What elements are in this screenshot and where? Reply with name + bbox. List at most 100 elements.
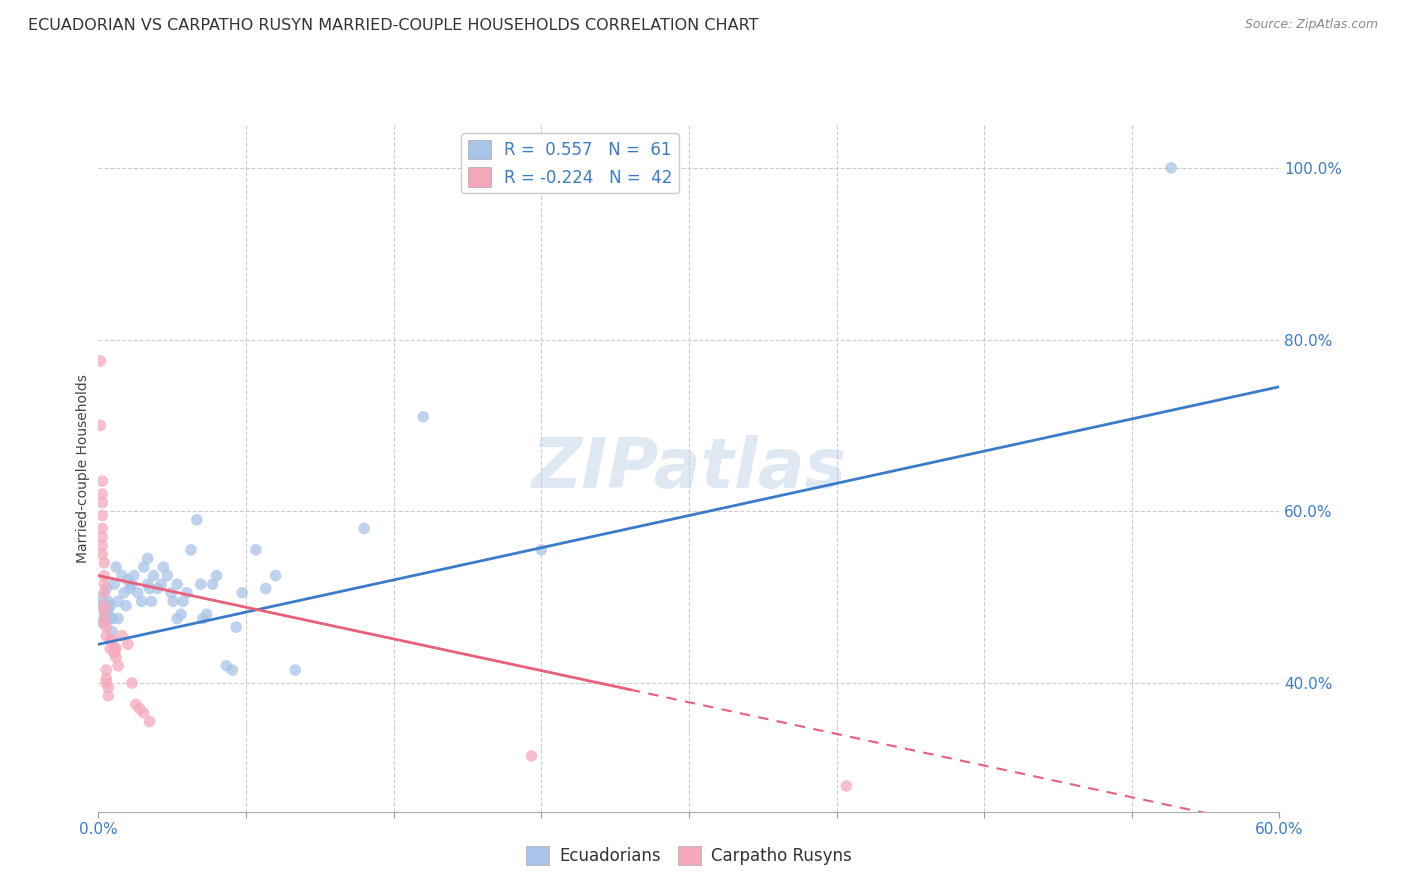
Text: Source: ZipAtlas.com: Source: ZipAtlas.com bbox=[1244, 18, 1378, 31]
Point bbox=[107, 611, 129, 625]
Legend: Ecuadorians, Carpatho Rusyns: Ecuadorians, Carpatho Rusyns bbox=[519, 839, 859, 872]
Point bbox=[215, 658, 238, 673]
Point bbox=[96, 676, 118, 690]
Point bbox=[112, 586, 135, 600]
Point bbox=[530, 542, 553, 557]
Point bbox=[111, 629, 134, 643]
Point bbox=[412, 409, 434, 424]
Point bbox=[132, 560, 155, 574]
Point bbox=[91, 615, 114, 630]
Point bbox=[93, 607, 115, 622]
Point bbox=[96, 629, 118, 643]
Point bbox=[103, 641, 125, 656]
Point bbox=[180, 542, 202, 557]
Point bbox=[117, 573, 139, 587]
Point bbox=[101, 624, 124, 639]
Point bbox=[146, 582, 169, 596]
Point bbox=[93, 599, 115, 613]
Point bbox=[111, 568, 134, 582]
Point bbox=[1160, 161, 1182, 175]
Point bbox=[93, 556, 115, 570]
Point bbox=[105, 650, 128, 665]
Point bbox=[191, 611, 214, 625]
Point bbox=[152, 560, 174, 574]
Point bbox=[284, 663, 307, 677]
Point bbox=[115, 599, 138, 613]
Text: ECUADORIAN VS CARPATHO RUSYN MARRIED-COUPLE HOUSEHOLDS CORRELATION CHART: ECUADORIAN VS CARPATHO RUSYN MARRIED-COU… bbox=[28, 18, 759, 33]
Point bbox=[91, 530, 114, 544]
Point bbox=[520, 748, 543, 763]
Point bbox=[353, 521, 375, 535]
Point bbox=[93, 577, 115, 591]
Point bbox=[93, 603, 115, 617]
Point bbox=[221, 663, 243, 677]
Point bbox=[105, 641, 128, 656]
Point bbox=[103, 646, 125, 660]
Point bbox=[225, 620, 247, 634]
Point bbox=[98, 599, 121, 613]
Point bbox=[98, 641, 121, 656]
Y-axis label: Married-couple Households: Married-couple Households bbox=[76, 374, 90, 563]
Point bbox=[91, 590, 114, 604]
Point bbox=[245, 542, 267, 557]
Point bbox=[97, 680, 120, 694]
Point bbox=[118, 582, 141, 596]
Point bbox=[101, 611, 124, 625]
Point bbox=[97, 594, 120, 608]
Point bbox=[91, 474, 114, 488]
Point bbox=[205, 568, 228, 582]
Point bbox=[176, 586, 198, 600]
Point bbox=[138, 582, 160, 596]
Point bbox=[132, 706, 155, 720]
Point bbox=[156, 568, 179, 582]
Point bbox=[89, 354, 111, 368]
Point bbox=[170, 607, 193, 622]
Point bbox=[93, 586, 115, 600]
Point bbox=[91, 487, 114, 501]
Point bbox=[127, 586, 149, 600]
Point bbox=[128, 701, 150, 715]
Point bbox=[91, 521, 114, 535]
Point bbox=[141, 594, 163, 608]
Point bbox=[136, 551, 159, 566]
Point bbox=[89, 599, 111, 613]
Point bbox=[107, 594, 129, 608]
Point bbox=[101, 633, 124, 648]
Point bbox=[121, 676, 143, 690]
Point bbox=[138, 714, 160, 729]
Point bbox=[98, 633, 121, 648]
Point bbox=[96, 672, 118, 686]
Point bbox=[125, 698, 148, 712]
Point bbox=[98, 611, 121, 625]
Point bbox=[97, 603, 120, 617]
Point bbox=[131, 594, 153, 608]
Point bbox=[162, 594, 184, 608]
Text: ZIPatlas: ZIPatlas bbox=[531, 434, 846, 502]
Point bbox=[264, 568, 287, 582]
Point bbox=[835, 779, 858, 793]
Point bbox=[195, 607, 218, 622]
Point bbox=[91, 547, 114, 561]
Point bbox=[190, 577, 212, 591]
Point bbox=[97, 689, 120, 703]
Point bbox=[107, 658, 129, 673]
Point bbox=[96, 663, 118, 677]
Point bbox=[121, 577, 143, 591]
Point bbox=[96, 582, 118, 596]
Point bbox=[160, 586, 183, 600]
Point bbox=[122, 568, 145, 582]
Point bbox=[93, 568, 115, 582]
Point bbox=[105, 560, 128, 574]
Point bbox=[96, 611, 118, 625]
Point bbox=[91, 496, 114, 510]
Point bbox=[93, 611, 115, 625]
Point bbox=[254, 582, 277, 596]
Point bbox=[172, 594, 194, 608]
Point bbox=[103, 577, 125, 591]
Point bbox=[186, 513, 208, 527]
Point bbox=[231, 586, 253, 600]
Point bbox=[150, 577, 173, 591]
Point bbox=[91, 539, 114, 553]
Point bbox=[89, 418, 111, 433]
Point bbox=[117, 637, 139, 651]
